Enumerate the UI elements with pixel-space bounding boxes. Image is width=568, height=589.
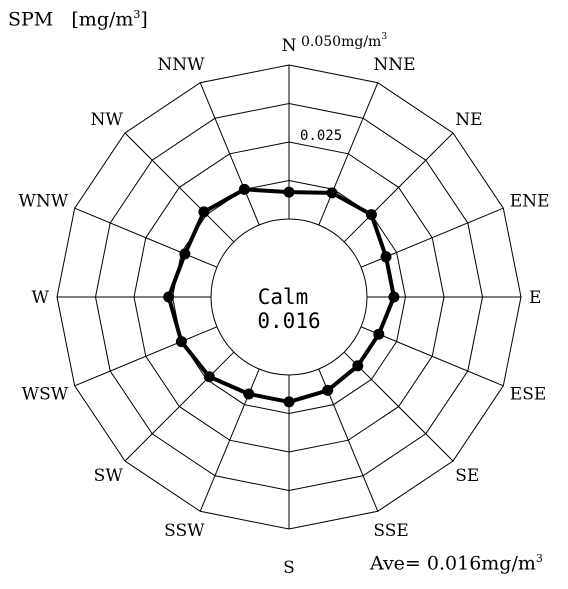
average-label: Ave= 0.016mg/m3 — [370, 552, 543, 574]
direction-label-e: E — [529, 288, 541, 308]
data-series — [163, 183, 400, 408]
direction-label-sse: SSE — [373, 521, 408, 541]
data-point — [203, 371, 215, 383]
radial-spoke — [74, 326, 218, 387]
direction-label-ssw: SSW — [164, 521, 205, 541]
radial-spoke — [318, 82, 379, 226]
direction-label-n: N — [282, 36, 297, 56]
direction-label-wnw: WNW — [18, 192, 68, 212]
title-text: SPM — [8, 8, 54, 31]
data-point — [243, 388, 255, 400]
data-point — [380, 251, 392, 263]
data-point — [326, 187, 338, 199]
average-prefix: Ave= — [370, 552, 427, 575]
radial-spoke — [74, 207, 218, 268]
data-point — [163, 291, 175, 303]
data-point — [283, 396, 295, 408]
data-point — [179, 248, 191, 260]
chart-title: SPM [mg/m3] — [8, 8, 148, 30]
direction-label-ene: ENE — [510, 192, 550, 212]
average-power: 3 — [535, 552, 543, 565]
unit-power: 3 — [133, 8, 141, 21]
direction-labels: N NNE NE ENE E ESE SE SSE S SSW SW WSW W WNW NW NNW — [18, 36, 549, 578]
data-point — [352, 360, 364, 372]
radial-spoke — [199, 82, 260, 226]
direction-label-nnw: NNW — [157, 55, 205, 75]
radial-spoke — [343, 132, 454, 243]
average-value: 0.016mg/m — [426, 552, 536, 575]
data-point — [388, 291, 400, 303]
direction-label-s: S — [283, 558, 295, 578]
calm-label: Calm — [258, 285, 309, 309]
direction-label-ne: NE — [455, 110, 482, 130]
direction-label-se: SE — [455, 466, 479, 486]
radial-spoke — [343, 351, 454, 462]
data-point — [238, 183, 250, 195]
radial-spoke — [360, 326, 504, 387]
unit-suffix: ] — [140, 8, 148, 31]
direction-label-nne: NNE — [373, 55, 415, 75]
calm-value: 0.016 — [257, 309, 320, 333]
direction-label-wsw: WSW — [22, 384, 69, 404]
direction-label-nw: NW — [90, 110, 123, 130]
data-point — [365, 209, 377, 221]
radial-spoke — [124, 132, 235, 243]
data-point — [198, 206, 210, 218]
direction-label-w: W — [32, 288, 50, 308]
unit-prefix: [mg/m — [71, 8, 134, 31]
data-point — [373, 328, 385, 340]
data-point — [175, 336, 187, 348]
data-point — [283, 186, 295, 198]
mid-ring-label: 0.025 — [300, 128, 342, 144]
direction-label-ese: ESE — [510, 384, 546, 404]
radial-spoke — [124, 351, 235, 462]
data-point — [322, 384, 334, 396]
direction-label-sw: SW — [94, 466, 124, 486]
max-ring-label: 0.050mg/m3 — [301, 32, 387, 50]
